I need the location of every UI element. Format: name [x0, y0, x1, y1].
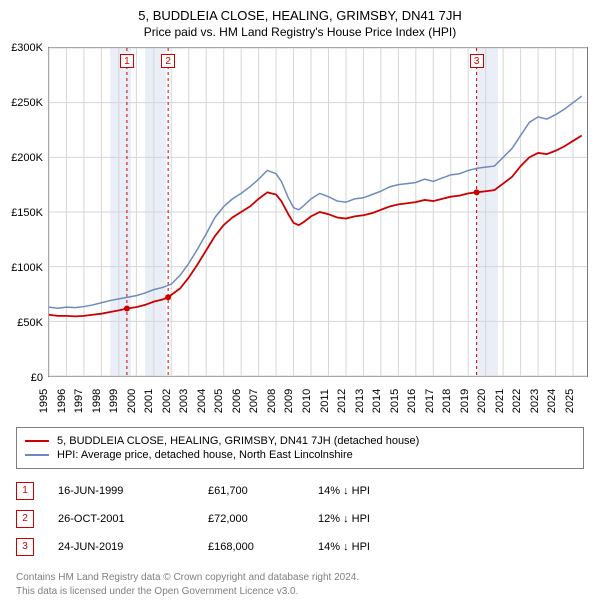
x-tick-label: 2024 [546, 389, 558, 413]
event-row: 2 26-OCT-2001£72,00012% ↓ HPI [16, 505, 584, 533]
x-tick-label: 1998 [91, 389, 103, 413]
x-tick-label: 1999 [108, 389, 120, 413]
event-date: 24-JUN-2019 [58, 541, 208, 553]
event-relative: 14% ↓ HPI [318, 485, 370, 497]
attribution: Contains HM Land Registry data © Crown c… [16, 571, 584, 606]
x-tick-label: 2018 [441, 389, 453, 413]
chart-subtitle: Price paid vs. HM Land Registry's House … [0, 23, 600, 47]
x-tick-label: 2014 [371, 389, 383, 413]
event-marker: 2 [161, 54, 175, 68]
event-number: 2 [16, 510, 34, 528]
x-tick-label: 2006 [231, 389, 243, 413]
event-price: £168,000 [208, 541, 318, 553]
event-marker: 3 [470, 54, 484, 68]
event-relative: 12% ↓ HPI [318, 513, 370, 525]
y-tick-label: £50K [17, 317, 43, 329]
y-axis-ticks: £0£50K£100K£150K£200K£250K£300K [1, 48, 47, 378]
legend-label: 5, BUDDLEIA CLOSE, HEALING, GRIMSBY, DN4… [57, 435, 419, 447]
x-tick-label: 2011 [319, 389, 331, 413]
y-tick-label: £0 [31, 372, 43, 384]
x-tick-label: 2022 [511, 389, 523, 413]
x-tick-label: 2015 [389, 389, 401, 413]
x-tick-label: 2017 [424, 389, 436, 413]
legend-item: HPI: Average price, detached house, Nort… [25, 448, 575, 462]
event-row: 1 16-JUN-1999£61,70014% ↓ HPI [16, 477, 584, 505]
y-tick-label: £200K [11, 152, 43, 164]
legend-item: 5, BUDDLEIA CLOSE, HEALING, GRIMSBY, DN4… [25, 434, 575, 448]
x-tick-label: 2008 [266, 389, 278, 413]
x-tick-label: 2010 [301, 389, 313, 413]
x-tick-label: 2021 [494, 389, 506, 413]
plot-svg [49, 48, 587, 376]
event-marker: 1 [120, 54, 134, 68]
event-date: 16-JUN-1999 [58, 485, 208, 497]
events-list: 116-JUN-1999£61,70014% ↓ HPI226-OCT-2001… [16, 477, 584, 561]
x-tick-label: 2019 [459, 389, 471, 413]
x-tick-label: 2000 [126, 389, 138, 413]
chart-container: 5, BUDDLEIA CLOSE, HEALING, GRIMSBY, DN4… [0, 0, 600, 606]
x-tick-label: 2004 [196, 389, 208, 413]
x-tick-label: 2016 [406, 389, 418, 413]
x-tick-label: 1997 [73, 389, 85, 413]
y-tick-label: £300K [11, 42, 43, 54]
event-number: 1 [16, 482, 34, 500]
x-tick-label: 2003 [178, 389, 190, 413]
x-tick-label: 2025 [564, 389, 576, 413]
event-date: 26-OCT-2001 [58, 513, 208, 525]
x-tick-label: 2012 [336, 389, 348, 413]
x-tick-label: 2007 [248, 389, 260, 413]
x-tick-label: 1996 [56, 389, 68, 413]
x-tick-label: 2009 [283, 389, 295, 413]
y-tick-label: £250K [11, 97, 43, 109]
x-tick-label: 2020 [476, 389, 488, 413]
event-price: £72,000 [208, 513, 318, 525]
attribution-line1: Contains HM Land Registry data © Crown c… [16, 571, 584, 585]
chart-title: 5, BUDDLEIA CLOSE, HEALING, GRIMSBY, DN4… [0, 0, 600, 23]
x-axis-ticks: 1995199619971998199920002001200220032004… [48, 377, 588, 421]
y-tick-label: £150K [11, 207, 43, 219]
event-relative: 14% ↓ HPI [318, 541, 370, 553]
x-tick-label: 2013 [354, 389, 366, 413]
x-tick-label: 1995 [38, 389, 50, 413]
plot-area: £0£50K£100K£150K£200K£250K£300K 123 [48, 47, 588, 377]
y-tick-label: £100K [11, 262, 43, 274]
legend-swatch [25, 440, 49, 442]
x-tick-label: 2023 [529, 389, 541, 413]
attribution-line2: This data is licensed under the Open Gov… [16, 585, 584, 599]
event-row: 3 24-JUN-2019£168,00014% ↓ HPI [16, 533, 584, 561]
legend-swatch [25, 454, 49, 456]
event-number: 3 [16, 538, 34, 556]
legend-box: 5, BUDDLEIA CLOSE, HEALING, GRIMSBY, DN4… [16, 427, 584, 469]
x-tick-label: 2002 [161, 389, 173, 413]
legend-label: HPI: Average price, detached house, Nort… [57, 449, 353, 461]
x-tick-label: 2005 [213, 389, 225, 413]
x-tick-label: 2001 [143, 389, 155, 413]
event-price: £61,700 [208, 485, 318, 497]
